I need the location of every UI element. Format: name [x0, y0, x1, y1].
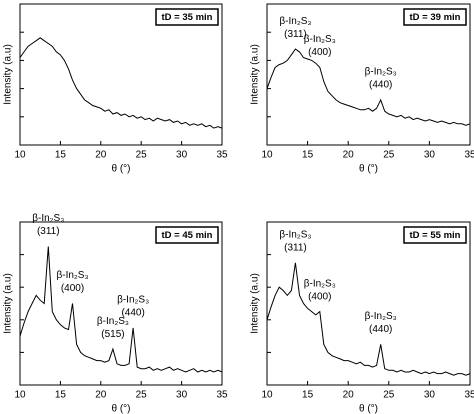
time-label: tD = 35 min [162, 12, 213, 23]
phase-label: β-In₂S₃ [304, 278, 336, 289]
y-axis-label: Intensity (a.u) [250, 44, 261, 105]
x-tick-label: 25 [383, 150, 395, 161]
x-tick-label: 10 [14, 150, 26, 161]
phase-label: β-In₂S₃ [279, 16, 311, 27]
x-tick-label: 30 [424, 390, 436, 401]
phase-label: β-In₂S₃ [97, 316, 129, 327]
x-tick-label: 30 [424, 150, 436, 161]
hkl-label: (440) [369, 324, 392, 335]
x-tick-label: 20 [343, 390, 355, 401]
time-box [403, 226, 467, 244]
time-label: tD = 39 min [410, 12, 461, 23]
x-axis-label: θ (°) [112, 404, 131, 414]
x-tick-label: 15 [302, 150, 314, 161]
hkl-label: (440) [121, 308, 144, 319]
phase-label: β-In₂S₃ [365, 67, 397, 78]
time-box [155, 8, 219, 26]
x-tick-label: 15 [55, 390, 67, 401]
xrd-curve [266, 48, 471, 126]
x-axis-label: θ (°) [112, 164, 131, 175]
phase-label: β-In₂S₃ [117, 295, 149, 306]
hkl-label: (400) [308, 47, 331, 58]
plot-frame [266, 221, 471, 386]
x-tick-label: 10 [261, 390, 273, 401]
xrd-curve [266, 262, 471, 376]
x-tick-label: 25 [136, 150, 148, 161]
hkl-label: (400) [308, 291, 331, 302]
plot-frame [266, 3, 471, 146]
x-tick-label: 30 [176, 150, 188, 161]
x-tick-label: 35 [464, 390, 474, 401]
time-label: tD = 55 min [410, 230, 461, 241]
time-box [403, 8, 467, 26]
time-label: tD = 45 min [162, 230, 213, 241]
hkl-label: (311) [284, 29, 307, 40]
x-tick-label: 35 [216, 390, 228, 401]
x-tick-label: 20 [95, 150, 107, 161]
hkl-label: (400) [61, 283, 84, 294]
y-axis-label: Intensity (a.u) [250, 273, 261, 334]
x-tick-label: 15 [55, 150, 67, 161]
x-tick-label: 35 [216, 150, 228, 161]
plot-frame [19, 221, 223, 386]
x-tick-label: 25 [136, 390, 148, 401]
x-tick-label: 10 [261, 150, 273, 161]
xrd-curve [19, 37, 223, 129]
hkl-label: (440) [369, 80, 392, 91]
x-tick-label: 20 [343, 150, 355, 161]
phase-label: β-In₂S₃ [32, 213, 64, 224]
hkl-label: (311) [284, 242, 307, 253]
x-tick-label: 25 [383, 390, 395, 401]
x-tick-label: 15 [302, 390, 314, 401]
hkl-label: (311) [37, 226, 60, 237]
x-axis-label: θ (°) [359, 404, 378, 414]
plot-frame [19, 3, 223, 146]
y-axis-label: Intensity (a.u) [3, 273, 14, 334]
phase-label: β-In₂S₃ [365, 311, 397, 322]
y-axis-label: Intensity (a.u) [3, 44, 14, 105]
phase-label: β-In₂S₃ [279, 229, 311, 240]
hkl-label: (515) [101, 329, 124, 340]
phase-label: β-In₂S₃ [56, 270, 88, 281]
x-axis-label: θ (°) [359, 164, 378, 175]
x-tick-label: 10 [14, 390, 26, 401]
phase-label: β-In₂S₃ [304, 34, 336, 45]
x-tick-label: 30 [176, 390, 188, 401]
xrd-curve [19, 246, 223, 373]
x-tick-label: 35 [464, 150, 474, 161]
time-box [155, 226, 219, 244]
x-tick-label: 20 [95, 390, 107, 401]
